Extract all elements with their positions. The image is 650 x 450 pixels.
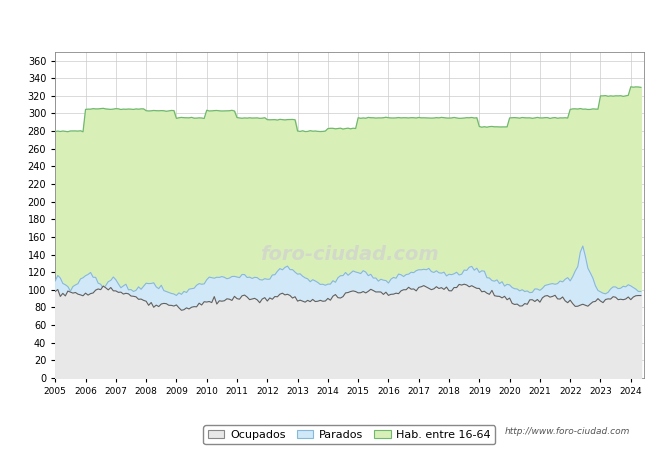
- Text: foro-ciudad.com: foro-ciudad.com: [260, 244, 439, 264]
- Legend: Ocupados, Parados, Hab. entre 16-64: Ocupados, Parados, Hab. entre 16-64: [203, 425, 495, 444]
- Text: Riudaura - Evolucion de la poblacion en edad de Trabajar Mayo de 2024: Riudaura - Evolucion de la poblacion en …: [85, 17, 565, 29]
- Text: http://www.foro-ciudad.com: http://www.foro-ciudad.com: [505, 428, 630, 436]
